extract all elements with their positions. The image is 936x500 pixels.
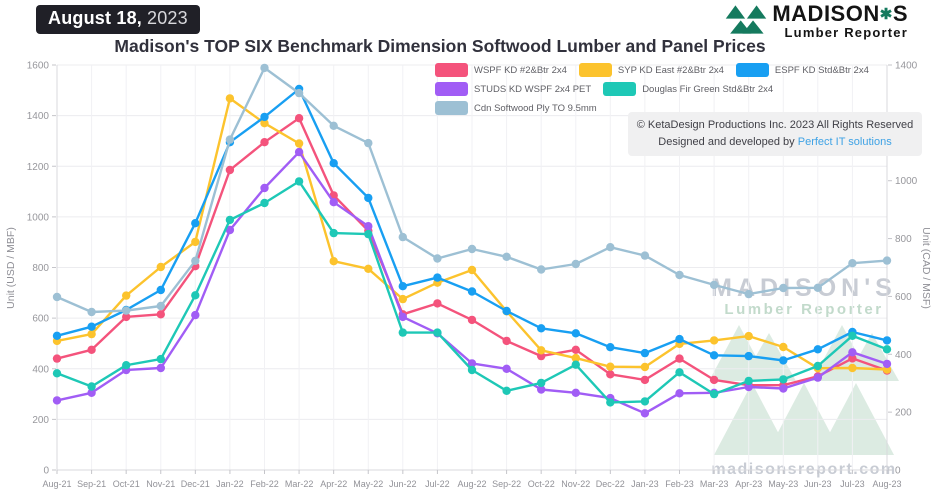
- copyright-line2: Designed and developed by Perfect IT sol…: [658, 136, 892, 149]
- legend-item[interactable]: ESPF KD Std&Btr 2x4: [735, 63, 869, 77]
- legend-label: ESPF KD Std&Btr 2x4: [774, 64, 869, 76]
- svg-text:800: 800: [32, 263, 49, 274]
- legend-item[interactable]: STUDS KD WSPF 2x4 PET: [435, 82, 591, 96]
- svg-text:Nov-22: Nov-22: [561, 479, 590, 489]
- madisons-logo: MADISON✱S Lumber Reporter: [724, 3, 908, 41]
- legend-item[interactable]: Douglas Fir Green Std&Btr 2x4: [603, 82, 773, 96]
- madisons-trees-icon: [724, 3, 768, 41]
- svg-text:Mar-23: Mar-23: [700, 479, 729, 489]
- svg-text:200: 200: [895, 408, 912, 419]
- logo-tagline: Lumber Reporter: [784, 25, 908, 40]
- legend-label: Douglas Fir Green Std&Btr 2x4: [642, 83, 774, 95]
- svg-text:Apr-22: Apr-22: [320, 479, 347, 489]
- svg-text:1000: 1000: [895, 176, 918, 187]
- legend-item[interactable]: Cdn Softwood Ply TO 9.5mm: [435, 101, 597, 115]
- legend-swatch: [735, 63, 769, 77]
- svg-text:1600: 1600: [27, 61, 50, 72]
- legend-swatch: [578, 63, 612, 77]
- copyright-line1: © KetaDesign Productions Inc. 2023 All R…: [636, 119, 914, 131]
- svg-text:Aug-23: Aug-23: [872, 479, 901, 489]
- legend-label: WSPF KD #2&Btr 2x4: [474, 64, 567, 76]
- legend-swatch: [603, 82, 637, 96]
- svg-text:Jul-23: Jul-23: [840, 479, 865, 489]
- date-badge: August 18, 2023: [36, 5, 200, 34]
- page-title: Madison's TOP SIX Benchmark Dimension So…: [114, 36, 766, 56]
- legend-item[interactable]: WSPF KD #2&Btr 2x4: [435, 63, 567, 77]
- svg-text:0: 0: [43, 466, 49, 477]
- svg-text:400: 400: [895, 350, 912, 361]
- date-badge-date: August 18,: [48, 8, 143, 28]
- svg-text:1200: 1200: [27, 162, 50, 173]
- svg-text:Oct-21: Oct-21: [113, 479, 140, 489]
- svg-text:Oct-22: Oct-22: [528, 479, 555, 489]
- svg-text:Feb-22: Feb-22: [250, 479, 279, 489]
- legend-item[interactable]: SYP KD East #2&Btr 2x4: [578, 63, 724, 77]
- developer-link[interactable]: Perfect IT solutions: [797, 136, 892, 149]
- svg-text:Aug-21: Aug-21: [42, 479, 71, 489]
- svg-text:200: 200: [32, 415, 49, 426]
- logo-wordmark: MADISON✱S: [772, 1, 908, 26]
- legend-label: Cdn Softwood Ply TO 9.5mm: [474, 102, 597, 114]
- date-badge-year: 2023: [147, 8, 188, 28]
- svg-text:1400: 1400: [27, 111, 50, 122]
- svg-text:Apr-23: Apr-23: [735, 479, 762, 489]
- svg-text:Unit (USD / MBF): Unit (USD / MBF): [5, 227, 17, 309]
- svg-text:Feb-23: Feb-23: [665, 479, 694, 489]
- svg-text:May-23: May-23: [768, 479, 798, 489]
- svg-text:1400: 1400: [895, 61, 918, 72]
- svg-text:Aug-22: Aug-22: [457, 479, 486, 489]
- legend-swatch: [435, 101, 468, 115]
- chart-legend: WSPF KD #2&Btr 2x4 SYP KD East #2&Btr 2x4…: [435, 63, 909, 115]
- svg-text:800: 800: [895, 234, 912, 245]
- legend-swatch: [435, 63, 468, 77]
- copyright-box: © KetaDesign Productions Inc. 2023 All R…: [628, 112, 922, 157]
- svg-text:Unit (CAD / MSF): Unit (CAD / MSF): [920, 227, 932, 309]
- legend-label: SYP KD East #2&Btr 2x4: [617, 64, 724, 76]
- svg-text:Jan-22: Jan-22: [216, 479, 244, 489]
- svg-text:1000: 1000: [27, 212, 50, 223]
- legend-swatch: [435, 82, 468, 96]
- maple-leaf-icon: ✱: [879, 6, 893, 23]
- svg-text:Sep-21: Sep-21: [77, 479, 106, 489]
- svg-text:Dec-22: Dec-22: [596, 479, 625, 489]
- svg-text:Jul-22: Jul-22: [425, 479, 450, 489]
- svg-text:May-22: May-22: [353, 479, 383, 489]
- legend-label: STUDS KD WSPF 2x4 PET: [474, 83, 592, 95]
- svg-text:600: 600: [32, 314, 49, 325]
- svg-text:0: 0: [895, 466, 901, 477]
- svg-text:Dec-21: Dec-21: [181, 479, 210, 489]
- svg-text:Jan-23: Jan-23: [631, 479, 659, 489]
- svg-text:600: 600: [895, 292, 912, 303]
- svg-text:Jun-23: Jun-23: [804, 479, 832, 489]
- svg-text:Mar-22: Mar-22: [285, 479, 314, 489]
- watermark-subtitle: Lumber Reporter: [724, 301, 884, 318]
- svg-text:Jun-22: Jun-22: [389, 479, 417, 489]
- svg-text:Sep-22: Sep-22: [492, 479, 521, 489]
- svg-text:Nov-21: Nov-21: [146, 479, 175, 489]
- svg-text:400: 400: [32, 364, 49, 375]
